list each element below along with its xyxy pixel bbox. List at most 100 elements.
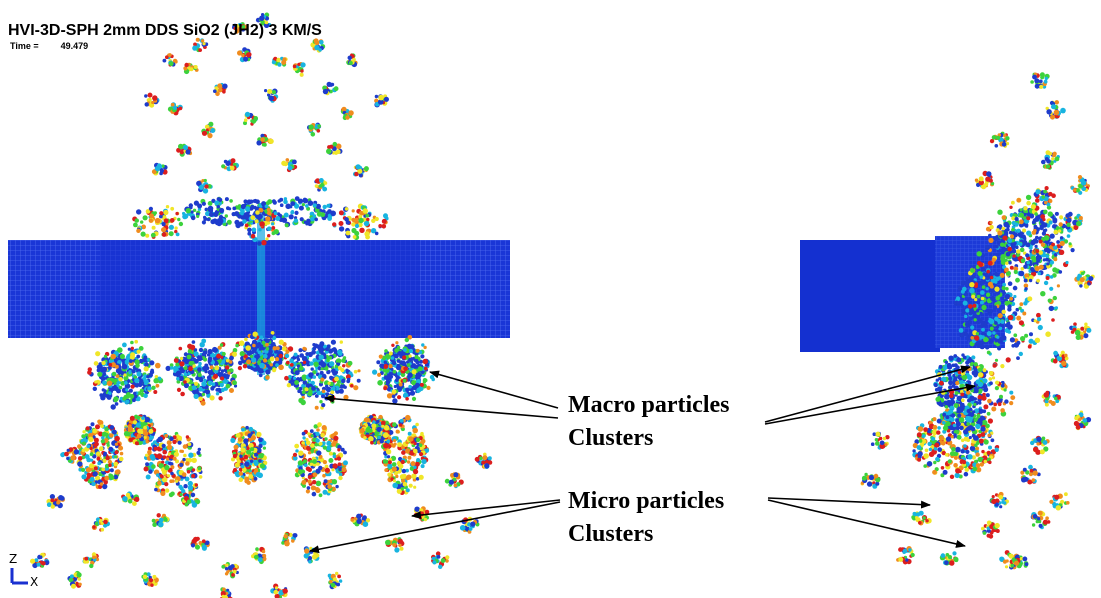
particle [322,460,327,465]
particle [1059,236,1064,240]
particle [1024,287,1028,291]
particle [192,357,197,362]
particle [317,346,324,352]
particle [1028,338,1034,344]
particle [980,290,985,295]
particle [125,492,131,498]
particle [318,493,323,498]
particle [407,431,412,436]
particle [202,366,208,371]
particle [134,339,138,344]
particle [383,386,388,391]
particle [330,210,337,217]
particle [1011,220,1016,226]
particle [224,214,228,218]
particle [422,358,428,365]
particle [213,211,219,217]
particle [269,356,275,362]
particle [417,366,423,372]
particle [166,474,171,478]
particle [1045,276,1050,280]
particle [333,435,339,441]
particle [292,452,298,457]
particle [411,396,417,401]
particle [356,513,362,519]
particle [296,364,300,368]
particle [207,358,212,363]
particle [107,365,112,370]
particle [396,363,400,368]
particle [200,400,206,406]
particle [1019,302,1024,307]
particle [258,443,263,449]
particle [223,368,227,372]
particle [232,348,238,353]
particle [313,38,319,44]
particle [385,353,390,359]
particle [145,209,151,214]
particle [195,37,200,42]
particle [312,214,317,218]
particle [104,427,109,432]
particle [273,211,278,216]
particle [159,214,163,219]
particle [385,449,392,455]
particle [331,348,335,352]
particle [298,198,304,204]
particle [297,389,302,394]
particle [168,492,174,498]
particle [431,556,436,561]
particle [186,354,192,360]
particle [307,479,312,484]
particle [232,206,237,211]
particle [255,365,261,372]
particle [125,388,129,392]
particle [196,450,201,455]
particle [149,578,154,583]
particle [990,295,996,302]
particle [117,360,122,365]
particle [1003,221,1009,228]
particle [234,462,240,468]
particle [181,472,187,477]
particle [976,251,982,257]
particle [988,318,995,325]
particle [271,231,276,236]
particle [168,53,172,57]
particle [277,62,282,67]
particle [179,361,185,367]
particle [165,55,169,59]
particle [213,373,218,379]
particle [1049,260,1055,265]
particle [351,222,356,227]
particle [395,474,399,479]
particle [225,365,230,370]
particle [993,305,998,310]
particle [188,452,194,458]
particle [474,456,480,462]
particle [179,462,184,467]
particle [414,382,421,389]
particle [108,362,113,367]
particle [192,45,198,51]
particle [253,205,257,210]
particle [156,473,160,477]
particle [329,579,333,584]
particle [395,341,399,345]
particle [284,540,290,547]
particle [196,214,200,218]
particle [125,399,130,404]
particle [1052,217,1058,223]
particle [135,422,142,428]
particle [246,359,252,365]
particle [87,370,92,375]
particle [321,394,325,399]
particle [351,217,356,222]
particle [974,298,978,302]
particle [413,448,418,454]
particle [163,209,169,216]
particle [185,461,190,466]
particle [142,215,148,221]
particle [138,358,144,364]
particle [383,442,389,449]
